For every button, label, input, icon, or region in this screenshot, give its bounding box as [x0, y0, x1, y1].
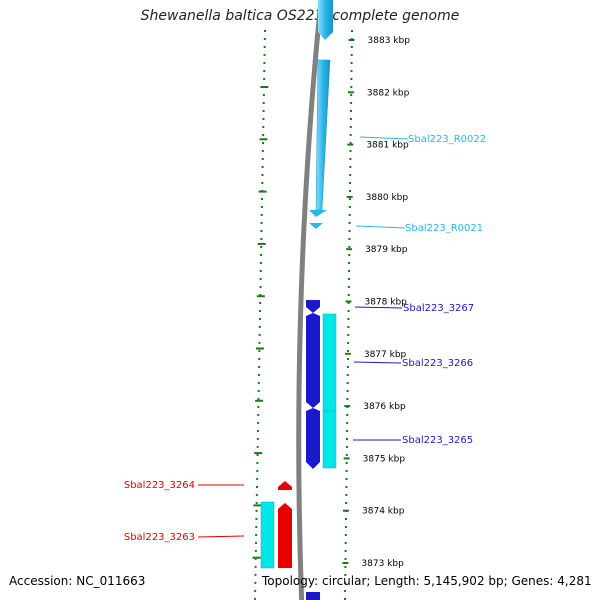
- rna-feature-top: [318, 0, 333, 40]
- tick-label: 3878 kbp: [364, 298, 407, 308]
- label-sbal223-r0021: Sbal223_R0021: [405, 223, 483, 234]
- cds-sbal223-3267: [306, 300, 320, 313]
- label-sbal223-3265: Sbal223_3265: [402, 435, 473, 446]
- label-sbal223-3266: Sbal223_3266: [402, 358, 473, 369]
- cds-sbal223-3266: [306, 313, 320, 408]
- genome-summary-text: Topology: circular; Length: 5,145,902 bp…: [262, 574, 592, 588]
- cds-cyan-3: [260, 501, 275, 569]
- label-sbal223-3264: Sbal223_3264: [124, 480, 195, 491]
- cds-bottom-partial: [306, 592, 320, 600]
- tick-label: 3874 kbp: [362, 507, 405, 517]
- label-sbal223-3263: Sbal223_3263: [124, 532, 195, 543]
- map-title: Shewanella baltica OS223, complete genom…: [140, 8, 460, 24]
- cds-sbal223-3265: [306, 408, 320, 469]
- cds-cyan-2: [322, 410, 337, 469]
- tick-label: 3882 kbp: [367, 88, 410, 98]
- cds-sbal223-3264: [278, 481, 292, 490]
- cds-sbal223-3263: [278, 503, 292, 568]
- gene-labels: Sbal223_R0022 Sbal223_R0021 Sbal223_3267…: [124, 134, 486, 543]
- genome-backbone: [296, 0, 324, 600]
- rna-feature-sbal223-r0021: [309, 223, 323, 229]
- tick-label: 3879 kbp: [365, 245, 408, 255]
- tick-label: 3875 kbp: [363, 454, 406, 464]
- tick-label: 3877 kbp: [364, 350, 407, 360]
- accession-text: Accession: NC_011663: [9, 574, 146, 588]
- rna-feature-sbal223-r0022: [315, 59, 331, 211]
- rna-arrowhead-r0022: [309, 210, 327, 217]
- label-sbal223-3267: Sbal223_3267: [403, 303, 474, 314]
- cds-cyan-1: [322, 313, 337, 412]
- tick-label: 3883 kbp: [368, 36, 411, 46]
- label-sbal223-r0022: Sbal223_R0022: [408, 134, 486, 145]
- tick-label: 3873 kbp: [361, 559, 404, 569]
- tick-label: 3876 kbp: [363, 402, 406, 412]
- tick-label: 3881 kbp: [366, 141, 409, 151]
- kbp-ruler: 3883 kbp 3882 kbp 3881 kbp 3880 kbp 3879 kbp…: [252, 36, 411, 569]
- tick-label: 3880 kbp: [366, 193, 409, 203]
